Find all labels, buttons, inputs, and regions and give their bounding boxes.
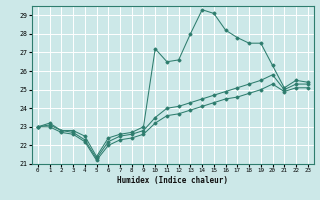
- X-axis label: Humidex (Indice chaleur): Humidex (Indice chaleur): [117, 176, 228, 185]
